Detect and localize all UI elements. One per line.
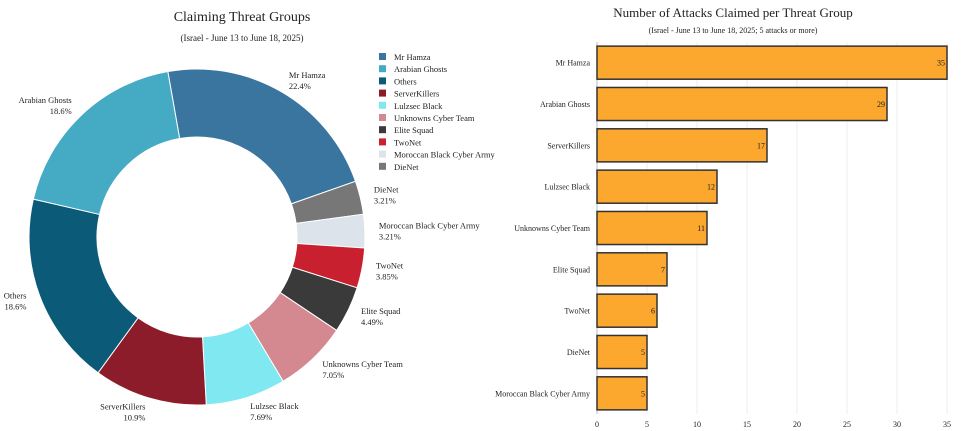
- legend-item[interactable]: TwoNet: [379, 137, 422, 147]
- slice-percent: 22.4%: [289, 81, 311, 91]
- legend-swatch: [379, 162, 386, 170]
- legend-item[interactable]: Arabian Ghosts: [379, 64, 447, 74]
- legend-swatch: [379, 77, 386, 85]
- y-tick-label: Arabian Ghosts: [540, 100, 590, 109]
- y-tick-label: Lulzsec Black: [544, 183, 590, 192]
- slice-label: TwoNet: [376, 261, 404, 271]
- bar: [596, 376, 648, 411]
- legend-label: Others: [394, 76, 417, 86]
- slice-percent: 10.9%: [123, 413, 145, 423]
- legend-swatch: [379, 126, 386, 134]
- y-tick-label: DieNet: [567, 348, 591, 357]
- bar-value-label: 6: [651, 307, 655, 316]
- legend-label: TwoNet: [394, 137, 422, 147]
- bar-value-label: 11: [697, 224, 705, 233]
- bar-value-label: 12: [707, 183, 715, 192]
- legend-label: ServerKillers: [394, 89, 439, 99]
- bar-value-label: 5: [641, 348, 645, 357]
- pie-slice: [167, 68, 357, 205]
- slice-label: ServerKillers: [100, 402, 145, 412]
- slice-percent: 4.49%: [361, 317, 383, 327]
- y-tick-label: TwoNet: [564, 307, 590, 316]
- y-tick-label: Unknowns Cyber Team: [514, 224, 591, 233]
- x-tick-label: 10: [693, 420, 701, 429]
- legend-label: Elite Squad: [394, 125, 434, 135]
- slice-percent: 3.21%: [379, 232, 401, 242]
- slice-label: Arabian Ghosts: [19, 95, 72, 105]
- x-tick-label: 5: [645, 420, 649, 429]
- x-tick-label: 20: [793, 420, 801, 429]
- slice-percent: 3.21%: [374, 195, 396, 205]
- bar: [596, 86, 888, 122]
- x-tick-label: 25: [843, 420, 851, 429]
- x-tick-label: 30: [893, 420, 901, 429]
- y-tick-label: ServerKillers: [547, 141, 590, 150]
- legend-item[interactable]: Others: [379, 76, 417, 86]
- bar: [596, 293, 658, 328]
- slice-label: DieNet: [374, 184, 399, 194]
- legend-swatch: [379, 138, 386, 146]
- slice-label: Elite Squad: [361, 306, 401, 316]
- legend-swatch: [379, 101, 386, 109]
- pie-subtitle: (Israel - June 13 to June 18, 2025): [181, 33, 304, 43]
- pie-title: Claiming Threat Groups: [174, 10, 311, 25]
- legend-item[interactable]: ServerKillers: [379, 89, 439, 99]
- legend-label: Mr Hamza: [394, 52, 431, 62]
- bar: [596, 252, 668, 287]
- legend-swatch: [379, 53, 386, 60]
- legend-item[interactable]: Unknowns Cyber Team: [379, 113, 475, 123]
- bar: [596, 334, 648, 370]
- bar-value-label: 29: [877, 100, 885, 109]
- slice-label: Lulzsec Black: [250, 401, 299, 411]
- y-tick-label: Moroccan Black Cyber Army: [495, 389, 590, 398]
- bar: [596, 45, 948, 80]
- x-tick-label: 35: [943, 420, 951, 429]
- legend-label: Unknowns Cyber Team: [394, 113, 475, 123]
- legend-label: Moroccan Black Cyber Army: [394, 150, 496, 160]
- legend-swatch: [379, 114, 386, 121]
- x-tick-label: 15: [743, 420, 751, 429]
- bar: [596, 169, 718, 204]
- y-tick-label: Mr Hamza: [556, 59, 591, 68]
- bar-value-label: 35: [937, 59, 945, 68]
- bar-value-label: 7: [661, 265, 665, 274]
- slice-label: Unknowns Cyber Team: [322, 359, 403, 369]
- x-tick-label: 0: [595, 420, 599, 429]
- slice-percent: 3.85%: [376, 272, 398, 282]
- slice-percent: 7.05%: [322, 370, 344, 380]
- y-tick-label: Elite Squad: [553, 265, 590, 274]
- pie-slice: [32, 70, 181, 216]
- slice-percent: 18.6%: [4, 302, 26, 312]
- legend-label: Arabian Ghosts: [394, 64, 447, 74]
- slice-percent: 18.6%: [50, 106, 72, 116]
- legend-item[interactable]: Elite Squad: [379, 125, 434, 135]
- legend-label: Lulzsec Black: [394, 101, 443, 111]
- legend-swatch: [379, 89, 386, 97]
- legend-item[interactable]: Mr Hamza: [379, 52, 431, 62]
- bar-value-label: 17: [757, 141, 765, 150]
- bar-chart: 0 5 10 15 20 25 30 35 35 Mr Hamza 29 Arabian Ghosts…: [495, 42, 951, 429]
- legend-label: DieNet: [394, 162, 419, 172]
- slice-percent: 7.69%: [250, 412, 272, 422]
- pie-legend: Mr Hamza Arabian Ghosts Others ServerKiller…: [379, 52, 496, 172]
- slice-label: Others: [4, 291, 27, 301]
- bar: [596, 210, 708, 246]
- legend-swatch: [379, 150, 386, 158]
- slice-label: Mr Hamza: [289, 70, 326, 80]
- legend-item[interactable]: Moroccan Black Cyber Army: [379, 150, 496, 160]
- bar-value-label: 5: [641, 389, 645, 398]
- bar-title: Number of Attacks Claimed per Threat Gro…: [613, 5, 852, 20]
- slice-label: Moroccan Black Cyber Army: [379, 221, 481, 231]
- legend-item[interactable]: Lulzsec Black: [379, 101, 443, 111]
- bar: [596, 128, 768, 163]
- bar-subtitle: (Israel - June 13 to June 18, 2025; 5 at…: [649, 26, 818, 35]
- legend-item[interactable]: DieNet: [379, 162, 419, 172]
- legend-swatch: [379, 65, 386, 73]
